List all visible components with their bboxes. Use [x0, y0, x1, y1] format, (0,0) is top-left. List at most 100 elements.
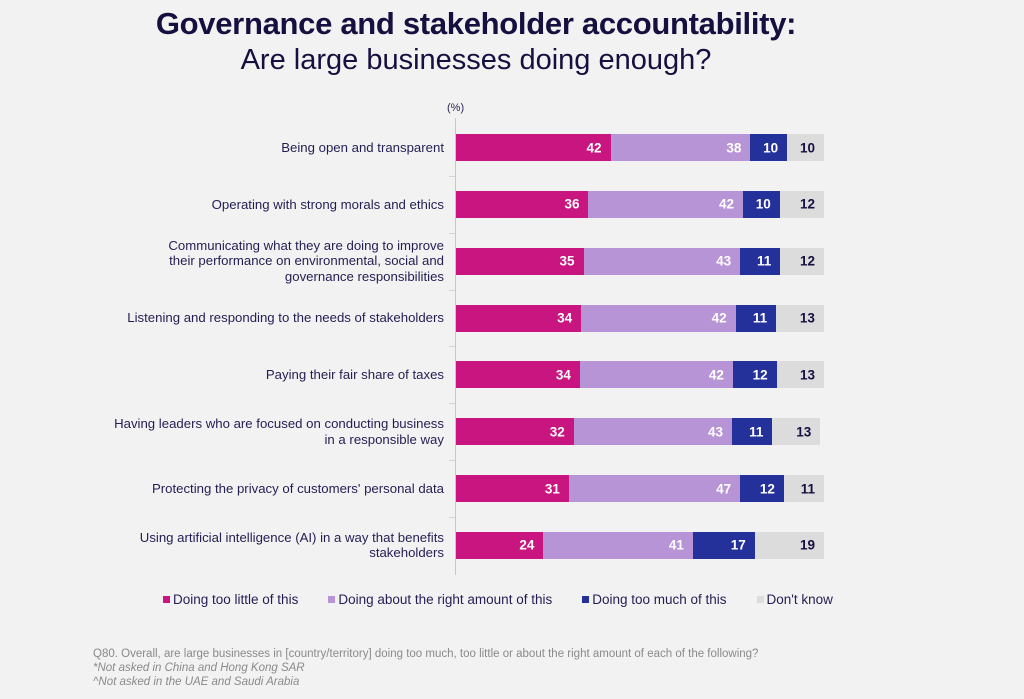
data-label: 17 — [730, 537, 746, 553]
bar-segment-too-much: 10 — [750, 134, 788, 161]
legend-swatch — [756, 596, 764, 603]
data-label: 13 — [799, 310, 815, 326]
bar-row: 31 47 12 11 — [456, 475, 824, 503]
footnote-question: Q80. Overall, are large businesses in [c… — [93, 648, 759, 660]
bar-segment-right-amount: 38 — [610, 134, 751, 161]
axis-tick — [449, 175, 455, 177]
y-axis-line — [455, 118, 456, 575]
data-label: 42 — [711, 310, 727, 326]
data-label: 11 — [800, 481, 815, 497]
bar-row: 32 43 11 13 — [456, 418, 824, 446]
bar-row: 36 42 10 12 — [456, 190, 824, 218]
bar-segment-too-much: 11 — [731, 418, 773, 446]
footnote-note-2: ^Not asked in the UAE and Saudi Arabia — [93, 676, 300, 688]
data-label: 36 — [564, 196, 580, 212]
bar-segment-right-amount: 42 — [581, 304, 736, 332]
category-label: Having leaders who are focused on conduc… — [114, 416, 444, 447]
chart-title: Governance and stakeholder accountabilit… — [155, 6, 797, 41]
data-label: 32 — [549, 424, 565, 440]
category-label: Listening and responding to the needs of… — [127, 310, 444, 326]
bar-segment-right-amount: 42 — [588, 190, 744, 218]
bar-row: 34 42 11 13 — [456, 304, 824, 332]
bar-segment-too-much: 12 — [740, 475, 784, 503]
data-label: 13 — [799, 367, 815, 383]
bar-row: 24 41 17 19 — [456, 531, 824, 559]
bar-segment-right-amount: 41 — [543, 531, 693, 559]
legend-item-right-amount: Doing about the right amount of this — [328, 592, 552, 607]
data-label: 47 — [716, 481, 732, 497]
data-label: 12 — [752, 367, 768, 383]
category-label: Communicating what they are doing to imp… — [168, 237, 444, 284]
bar-segment-too-little: 42 — [456, 134, 611, 161]
category-label: Operating with strong morals and ethics — [211, 196, 444, 212]
bar-row: 42 38 10 10 — [456, 134, 824, 161]
bar-segment-too-much: 12 — [732, 361, 777, 389]
legend-label: Don't know — [766, 592, 833, 607]
data-label: 31 — [544, 481, 560, 497]
legend-label: Doing about the right amount of this — [338, 592, 553, 607]
legend-item-too-much: Doing too much of this — [582, 592, 727, 607]
bar-segment-dont-know: 13 — [776, 304, 824, 332]
data-label: 10 — [799, 140, 815, 155]
bar-segment-right-amount: 47 — [568, 475, 741, 503]
data-label: 43 — [716, 253, 732, 269]
footnote-note-1: *Not asked in China and Hong Kong SAR — [93, 662, 305, 674]
bar-segment-too-little: 34 — [456, 361, 580, 389]
bar-segment-too-little: 36 — [456, 190, 589, 218]
axis-tick — [449, 346, 455, 348]
bar-segment-too-much: 11 — [735, 304, 777, 332]
data-label: 10 — [755, 196, 771, 212]
bar-segment-right-amount: 43 — [573, 418, 732, 446]
category-label: Using artificial intelligence (AI) in a … — [139, 529, 444, 561]
data-label: 41 — [668, 537, 684, 553]
legend-item-too-little: Doing too little of this — [163, 592, 298, 607]
bar-segment-dont-know: 13 — [776, 361, 824, 389]
bar-segment-right-amount: 43 — [583, 247, 741, 275]
bar-segment-too-little: 35 — [456, 247, 584, 275]
bar-segment-dont-know: 13 — [772, 418, 821, 446]
data-label: 11 — [752, 310, 768, 326]
bar-segment-too-little: 34 — [456, 304, 582, 332]
bar-segment-dont-know: 12 — [780, 247, 824, 275]
data-label: 34 — [555, 367, 571, 383]
data-label: 12 — [799, 253, 815, 269]
data-label: 11 — [749, 424, 764, 440]
bar-segment-too-much: 10 — [743, 190, 780, 218]
data-label: 34 — [557, 310, 573, 326]
category-label: Protecting the privacy of customers' per… — [151, 480, 444, 496]
legend-swatch — [163, 596, 170, 603]
data-label: 10 — [763, 140, 779, 155]
legend-item-dont-know: Don't know — [756, 592, 833, 607]
legend-swatch — [582, 596, 590, 603]
data-label: 19 — [799, 537, 815, 553]
data-label: 43 — [707, 424, 723, 440]
category-label: Paying their fair share of taxes — [265, 367, 444, 383]
data-label: 11 — [757, 253, 772, 269]
bar-segment-too-much: 17 — [692, 531, 755, 559]
axis-tick — [449, 232, 455, 234]
bar-segment-dont-know: 12 — [779, 190, 824, 218]
bar-segment-dont-know: 10 — [787, 134, 824, 161]
axis-tick — [449, 517, 455, 519]
data-label: 13 — [796, 424, 812, 440]
bar-segment-too-much: 11 — [740, 247, 781, 275]
data-label: 12 — [799, 196, 815, 212]
data-label: 42 — [718, 196, 735, 212]
legend-label: Doing too little of this — [173, 592, 299, 607]
bar-segment-too-little: 32 — [456, 418, 574, 446]
axis-tick — [449, 289, 455, 291]
bar-segment-dont-know: 19 — [754, 531, 824, 559]
category-label: Being open and transparent — [281, 139, 444, 155]
data-label: 24 — [519, 537, 535, 553]
bar-row: 35 43 11 12 — [456, 247, 824, 275]
data-label: 42 — [708, 367, 724, 383]
data-label: 12 — [759, 481, 775, 497]
bar-segment-dont-know: 11 — [783, 475, 824, 503]
bar-segment-too-little: 24 — [456, 531, 544, 559]
data-label: 35 — [559, 253, 575, 269]
axis-tick — [449, 460, 455, 462]
chart-subtitle: Are large businesses doing enough? — [240, 44, 712, 76]
unit-label: (%) — [447, 102, 465, 114]
axis-tick — [449, 403, 455, 405]
bar-segment-right-amount: 42 — [579, 361, 733, 389]
